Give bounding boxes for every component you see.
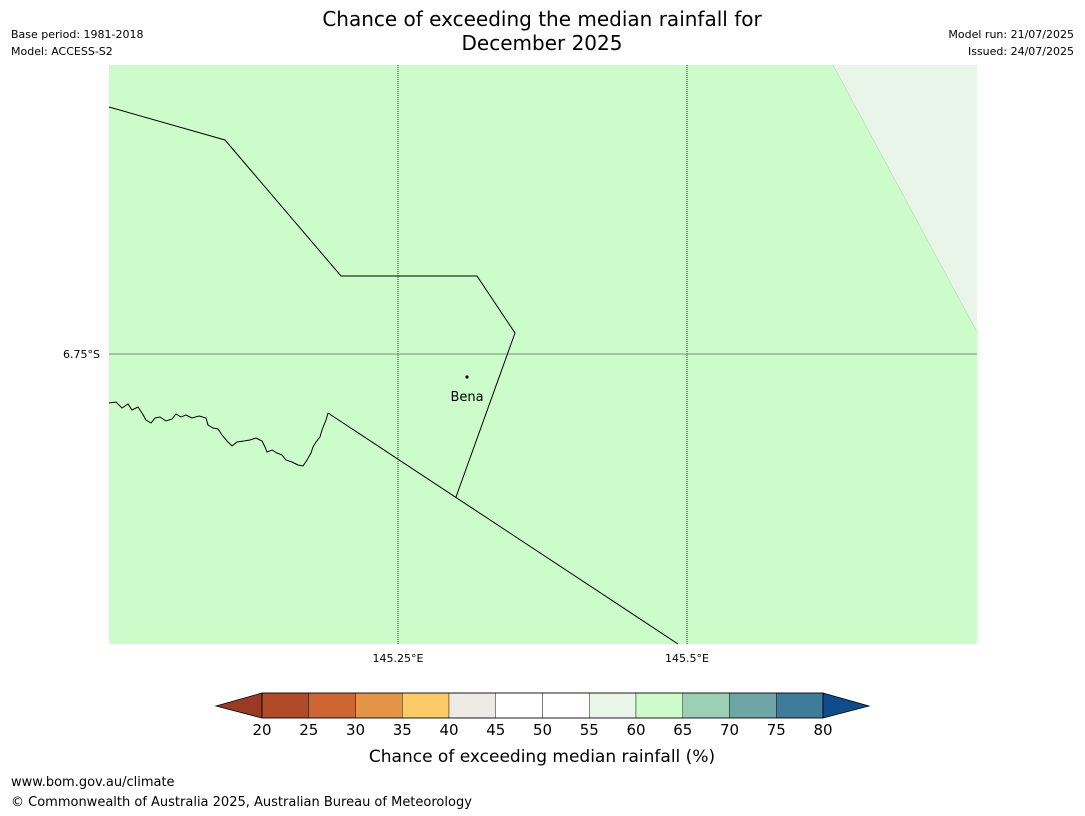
colorbar-tick-label: 35: [393, 721, 412, 739]
colorbar-segment: [682, 692, 730, 719]
colorbar-segment: [542, 692, 590, 719]
footer-copyright: © Commonwealth of Australia 2025, Austra…: [11, 795, 472, 810]
issued-date: Issued: 24/07/2025: [967, 45, 1074, 58]
map-panel: Bena: [108, 64, 978, 645]
colorbar-under-arrow: [214, 692, 263, 719]
colorbar-segment: [635, 692, 683, 719]
colorbar-tick-label: 45: [486, 721, 505, 739]
colorbar-tick-label: 65: [673, 721, 692, 739]
base-period: Base period: 1981-2018: [11, 28, 144, 41]
colorbar-tick-label: 30: [346, 721, 365, 739]
colorbar-tick-label: 40: [439, 721, 458, 739]
province-boundary-south: [327, 412, 679, 645]
colorbar-segment: [308, 692, 356, 719]
lon-label-145-25: 145.25°E: [373, 652, 424, 665]
colorbar-tick-label: 20: [252, 721, 271, 739]
meta-right: Model run: 21/07/2025 Issued: 24/07/2025: [948, 26, 1074, 60]
colorbar-segment: [495, 692, 543, 719]
colorbar-tick-label: 75: [767, 721, 786, 739]
forecast-fill: [109, 65, 977, 644]
river-boundary: [108, 401, 329, 467]
title-line-2: December 2025: [461, 31, 623, 55]
colorbar-segment: [776, 692, 824, 719]
footer-url: www.bom.gov.au/climate: [11, 775, 175, 790]
bena-marker: [465, 375, 469, 379]
colorbar-title: Chance of exceeding median rainfall (%): [369, 747, 715, 767]
colorbar-tick-label: 80: [813, 721, 832, 739]
map-title: Chance of exceeding the median rainfall …: [242, 7, 842, 55]
colorbar-segment: [402, 692, 450, 719]
colorbar-segment: [729, 692, 777, 719]
province-boundary-north: [108, 106, 516, 498]
corner-boundary: [832, 64, 978, 333]
model-name: Model: ACCESS-S2: [11, 45, 113, 58]
colorbar-tick-label: 50: [533, 721, 552, 739]
place-label: Bena: [450, 390, 483, 405]
colorbar-segment: [355, 692, 403, 719]
colorbar-ticks: 20 25 30 35 40 45 50 55 60 65 70 75 80: [252, 721, 832, 739]
meta-left: Base period: 1981-2018 Model: ACCESS-S2: [11, 26, 143, 60]
colorbar-segment: [448, 692, 496, 719]
title-line-1: Chance of exceeding the median rainfall …: [322, 7, 762, 31]
model-run: Model run: 21/07/2025: [948, 28, 1074, 41]
lat-label: 6.75°S: [63, 348, 100, 361]
colorbar-tick-label: 70: [720, 721, 739, 739]
lon-label-145-5: 145.5°E: [665, 652, 709, 665]
colorbar-segments: [261, 692, 824, 719]
colorbar: 20 25 30 35 40 45 50 55 60 65 70 75 80 Chance of exc…: [214, 692, 871, 767]
colorbar-segment: [589, 692, 637, 719]
colorbar-tick-label: 55: [580, 721, 599, 739]
colorbar-outline: [261, 692, 824, 719]
colorbar-tick-label: 25: [299, 721, 318, 739]
colorbar-over-arrow: [822, 692, 871, 719]
colorbar-segment: [261, 692, 309, 719]
colorbar-tick-label: 60: [626, 721, 645, 739]
